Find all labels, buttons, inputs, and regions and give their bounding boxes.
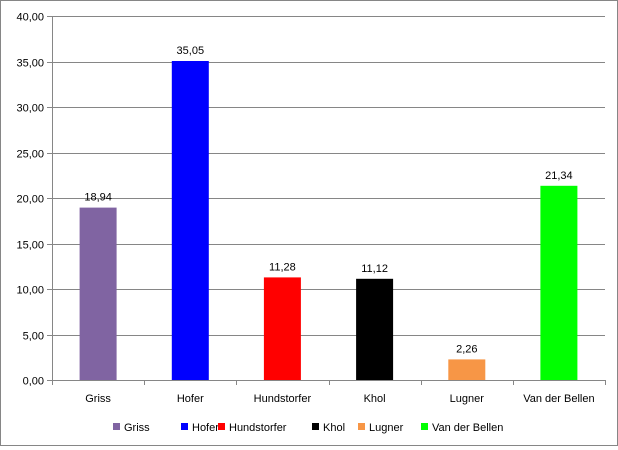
legend-label: Van der Bellen — [432, 422, 503, 434]
data-label: 2,26 — [456, 343, 477, 355]
y-tick-label: 15,00 — [16, 240, 44, 252]
y-tick-label: 30,00 — [16, 103, 44, 115]
x-tick-label: Van der Bellen — [523, 393, 594, 405]
legend-swatch — [312, 423, 319, 430]
x-tick-label: Griss — [85, 393, 111, 405]
bar-griss — [79, 207, 117, 380]
legend: Griss Hofer Hundstorfer Khol Lugner Van der B… — [113, 422, 503, 434]
bar-hofer — [171, 61, 209, 380]
y-tick-label: 5,00 — [23, 331, 44, 343]
grid-lines — [52, 16, 605, 336]
legend-swatch — [358, 423, 365, 430]
y-tick-label: 25,00 — [16, 149, 44, 161]
data-label: 35,05 — [177, 45, 205, 57]
legend-swatch — [181, 423, 188, 430]
legend-label: Griss — [124, 422, 150, 434]
data-label: 11,12 — [361, 263, 388, 275]
legend-label: Hofer — [192, 422, 219, 434]
y-tick-label: 20,00 — [16, 194, 44, 206]
bar-khol — [356, 278, 394, 380]
legend-swatch — [113, 423, 120, 430]
x-tick-label: Khol — [364, 393, 386, 405]
y-tick-label: 10,00 — [16, 285, 44, 297]
legend-swatch — [218, 423, 225, 430]
x-tick-label: Lugner — [450, 393, 485, 405]
bar-hundstorfer — [263, 277, 301, 380]
legend-label: Khol — [323, 422, 345, 434]
data-label: 18,94 — [84, 192, 112, 204]
bars — [79, 61, 578, 380]
data-label: 11,28 — [269, 261, 296, 273]
legend-swatch — [421, 423, 428, 430]
bar-lugner — [448, 359, 486, 380]
y-tick-label: 35,00 — [16, 58, 44, 70]
legend-label: Hundstorfer — [229, 422, 287, 434]
data-labels: 18,94 35,05 11,28 11,12 2,26 21,34 — [84, 45, 572, 355]
legend-label: Lugner — [369, 422, 404, 434]
axes — [47, 16, 606, 385]
data-label: 21,34 — [545, 170, 573, 182]
y-tick-label: 0,00 — [23, 376, 44, 388]
x-tick-label: Hundstorfer — [254, 393, 312, 405]
bar-van-der-bellen — [540, 185, 578, 380]
y-tick-label: 40,00 — [16, 12, 44, 24]
x-axis-tick-labels: Griss Hofer Hundstorfer Khol Lugner Van der B… — [85, 393, 594, 405]
x-tick-label: Hofer — [177, 393, 204, 405]
y-axis-tick-labels: 0,00 5,00 10,00 15,00 20,00 25,00 30,00 35,00 40… — [16, 12, 44, 388]
